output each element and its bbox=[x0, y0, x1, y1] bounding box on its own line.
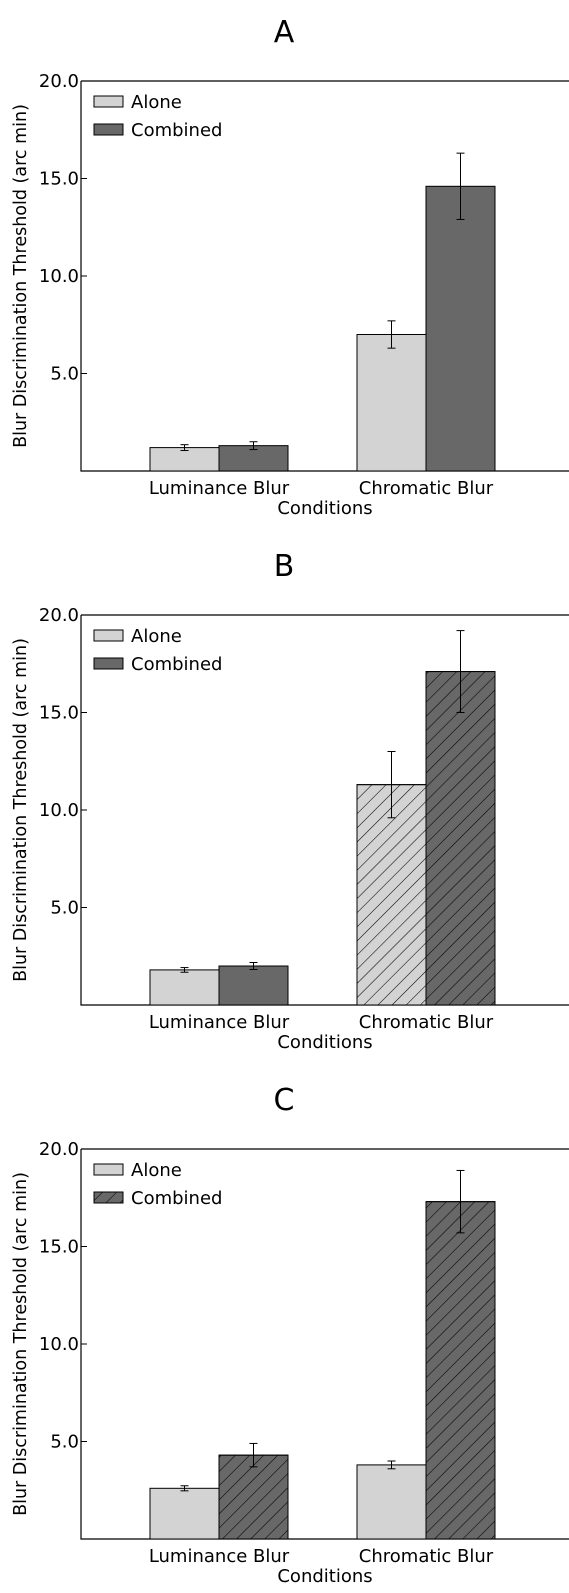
chart-panel-b: B 5.0 10.0 15.0 20.0 Blur Discrimination Thre… bbox=[11, 549, 569, 1053]
legend: Alone Combined bbox=[93, 1160, 222, 1209]
bar-hatch bbox=[425, 1201, 496, 1540]
y-tick-label: 15.0 bbox=[39, 169, 79, 190]
error-bar bbox=[180, 1485, 189, 1492]
legend: Alone Combined bbox=[93, 626, 222, 675]
y-axis-label: Blur Discrimination Threshold (arc min) bbox=[11, 104, 31, 448]
chart-panel-a: A 5.0 10.0 15.0 20.0 Blur Discrimination Thre… bbox=[11, 15, 569, 519]
bar-alone-luminance bbox=[149, 447, 220, 472]
chart-panel-c: C 5.0 10.0 15.0 20.0 Blur Discrimination Thre… bbox=[11, 1083, 569, 1587]
y-tick-label: 20.0 bbox=[39, 71, 79, 92]
error-bar bbox=[249, 961, 258, 971]
error-bar bbox=[456, 1169, 465, 1234]
x-axis-label: Conditions bbox=[277, 498, 372, 519]
legend-label: Combined bbox=[131, 120, 222, 141]
x-tick-label: Luminance Blur bbox=[149, 1546, 290, 1567]
legend-swatch-alone bbox=[93, 629, 124, 642]
legend-swatch-alone bbox=[93, 1163, 124, 1176]
x-axis-label: Conditions bbox=[277, 1566, 372, 1587]
error-bar bbox=[456, 152, 465, 220]
y-axis-label: Blur Discrimination Threshold (arc min) bbox=[11, 1172, 31, 1516]
error-bar bbox=[387, 1460, 396, 1470]
y-tick-label: 10.0 bbox=[39, 266, 79, 287]
y-tick-label: 5.0 bbox=[50, 898, 79, 919]
error-bar bbox=[249, 1442, 258, 1468]
bar-alone-chromatic bbox=[356, 334, 427, 472]
y-tick-label: 15.0 bbox=[39, 703, 79, 724]
chart-title: A bbox=[274, 15, 295, 50]
bar-combined-luminance bbox=[218, 965, 289, 1006]
legend-label: Alone bbox=[131, 626, 182, 647]
y-tick-label: 5.0 bbox=[50, 1432, 79, 1453]
y-tick-label: 10.0 bbox=[39, 800, 79, 821]
legend-label: Combined bbox=[131, 654, 222, 675]
error-bar bbox=[180, 444, 189, 452]
bar-hatch bbox=[425, 671, 496, 1006]
error-bar bbox=[387, 751, 396, 819]
x-axis-label: Conditions bbox=[277, 1032, 372, 1053]
error-bar bbox=[387, 320, 396, 349]
bar-alone-luminance bbox=[149, 969, 220, 1006]
y-tick-label: 20.0 bbox=[39, 1139, 79, 1160]
x-tick-label: Chromatic Blur bbox=[359, 1012, 494, 1033]
x-tick-label: Chromatic Blur bbox=[359, 478, 494, 499]
bar-alone-chromatic bbox=[356, 1464, 427, 1540]
bar-alone-luminance bbox=[149, 1487, 220, 1540]
x-tick-label: Luminance Blur bbox=[149, 1012, 290, 1033]
chart-title: B bbox=[274, 549, 295, 584]
x-tick-label: Luminance Blur bbox=[149, 478, 290, 499]
legend: Alone Combined bbox=[93, 92, 222, 141]
y-tick-label: 5.0 bbox=[50, 364, 79, 385]
error-bar bbox=[249, 441, 258, 451]
legend-swatch-hatch bbox=[93, 1191, 124, 1204]
legend-swatch-combined bbox=[93, 123, 124, 136]
legend-swatch-alone bbox=[93, 95, 124, 108]
bar-hatch bbox=[218, 1454, 289, 1540]
y-tick-label: 15.0 bbox=[39, 1237, 79, 1258]
y-axis-label: Blur Discrimination Threshold (arc min) bbox=[11, 638, 31, 982]
x-tick-label: Chromatic Blur bbox=[359, 1546, 494, 1567]
bar-hatch bbox=[356, 784, 427, 1006]
error-bar bbox=[180, 967, 189, 973]
chart-title: C bbox=[274, 1083, 295, 1118]
legend-label: Combined bbox=[131, 1188, 222, 1209]
bar-combined-chromatic bbox=[425, 185, 496, 472]
legend-label: Alone bbox=[131, 1160, 182, 1181]
y-tick-label: 20.0 bbox=[39, 605, 79, 626]
legend-swatch-combined bbox=[93, 657, 124, 670]
error-bar bbox=[456, 630, 465, 713]
y-tick-label: 10.0 bbox=[39, 1334, 79, 1355]
legend-label: Alone bbox=[131, 92, 182, 113]
